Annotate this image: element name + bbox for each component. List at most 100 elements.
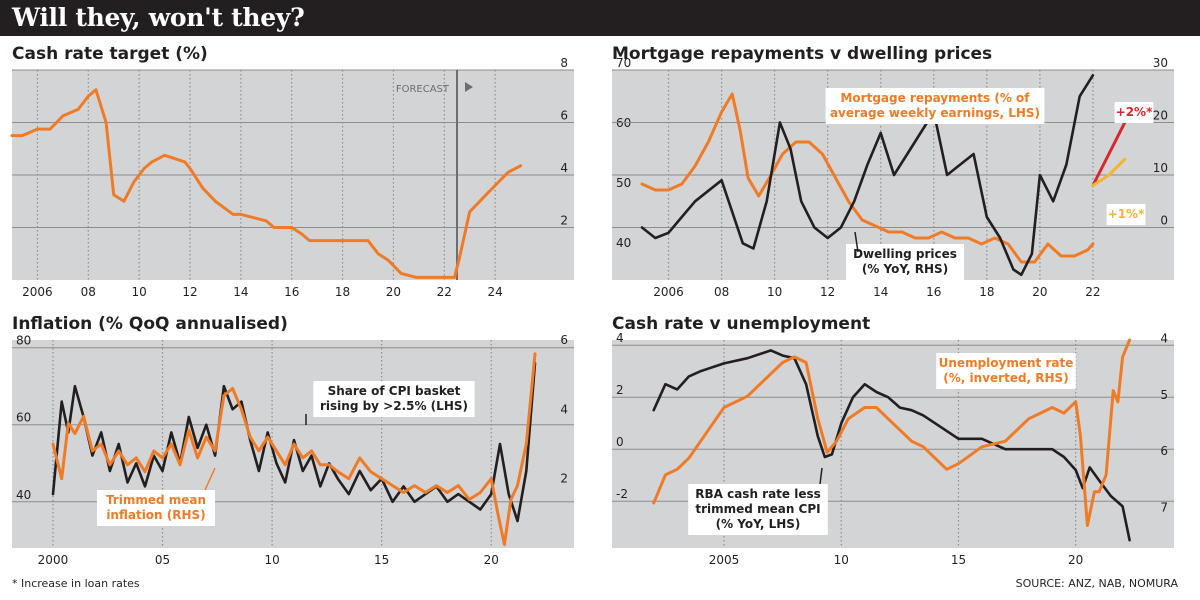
- series-line-cash_unemp-0: [652, 349, 1131, 542]
- plus2-label-bg: [1114, 102, 1154, 123]
- right-y-tick-label: 20: [1153, 109, 1168, 123]
- x-tick-label: 08: [714, 285, 729, 299]
- right-y-tick-label: 10: [1153, 161, 1168, 175]
- series-line-cash_unemp-1: [652, 338, 1132, 527]
- right-y-tick-label: 5: [1160, 388, 1168, 402]
- right-y-tick-label: 6: [560, 333, 568, 347]
- right-y-tick-label: 2: [560, 214, 568, 228]
- left-y-tick-label: 80: [16, 334, 31, 348]
- title-bar: Will they, won't they?: [0, 0, 1200, 36]
- left-y-tick-label: 2: [616, 383, 624, 397]
- figure-title: Will they, won't they?: [12, 3, 305, 32]
- right-y-tick-label: 0: [1160, 214, 1168, 228]
- left-y-tick-label: 0: [616, 435, 624, 449]
- x-tick-label: 2005: [709, 553, 740, 567]
- mortgage-series-label-text: Mortgage repayments (% of: [840, 91, 1030, 105]
- x-tick-label: 12: [820, 285, 835, 299]
- panel-title-cash-unemp: Cash rate v unemployment: [612, 314, 871, 334]
- left-y-tick-label: 40: [616, 236, 631, 250]
- unemployment-label-bg: [936, 353, 1076, 389]
- x-tick-label: 14: [233, 285, 248, 299]
- x-tick-label: 2000: [38, 553, 69, 567]
- plus2-label: +2%*: [1114, 102, 1154, 123]
- dwelling-series-label-text: (% YoY, RHS): [862, 262, 948, 276]
- series-line-mortgage-2: [1091, 121, 1127, 187]
- trimmed-mean-label-text: Trimmed mean: [106, 493, 206, 507]
- forecast-arrow-icon: [465, 82, 473, 92]
- cpi-share-label-text: rising by >2.5% (LHS): [320, 399, 468, 413]
- right-y-tick-label: 8: [560, 56, 568, 70]
- x-tick-label: 14: [873, 285, 888, 299]
- x-tick-label: 22: [437, 285, 452, 299]
- mortgage-series-label-text: average weekly earnings, LHS): [830, 106, 1040, 120]
- x-tick-label: 18: [979, 285, 994, 299]
- footnote: * Increase in loan rates: [12, 577, 140, 590]
- x-tick-label: 10: [132, 285, 147, 299]
- chart-inflation: 2000 05 10 15 20 40 60 80 2 4 6: [12, 333, 574, 567]
- series-line-mortgage-3: [1091, 157, 1127, 187]
- x-tick-label: 10: [264, 553, 279, 567]
- left-y-tick-label: 40: [16, 488, 31, 502]
- rba-cash-rate-label-bg: [688, 484, 828, 535]
- x-tick-label: 20: [1068, 553, 1083, 567]
- dwelling-series-label-text: Dwelling prices: [853, 247, 957, 261]
- left-y-tick-label: 4: [616, 331, 624, 345]
- trimmed-mean-label-bg: [97, 490, 215, 526]
- right-y-tick-label: 4: [1160, 332, 1168, 346]
- trimmed-mean-pointer: [204, 467, 216, 491]
- dwelling-series-label-bg: [846, 244, 964, 280]
- rba-cash-rate-label-text: RBA cash rate less: [695, 487, 821, 501]
- rba-cash-rate-label-text: trimmed mean CPI: [695, 502, 820, 516]
- x-tick-label: 22: [1085, 285, 1100, 299]
- right-y-tick-label: 4: [560, 402, 568, 416]
- x-tick-label: 24: [488, 285, 503, 299]
- series-line-mortgage-1: [640, 74, 1095, 277]
- plus1-label: +1%*: [1106, 204, 1146, 225]
- cpi-share-label-text: Share of CPI basket: [328, 384, 461, 398]
- right-y-tick-label: 7: [1160, 500, 1168, 514]
- x-tick-label: 2006: [653, 285, 684, 299]
- x-tick-label: 10: [834, 553, 849, 567]
- panel-title-inflation: Inflation (% QoQ annualised): [12, 314, 288, 334]
- series-line-mortgage-0: [640, 92, 1095, 264]
- right-y-tick-label: 4: [560, 161, 568, 175]
- left-y-tick-label: -2: [616, 487, 628, 501]
- plus2-label-text: +2%*: [1116, 105, 1153, 119]
- right-y-tick-label: 6: [1160, 444, 1168, 458]
- panel-title-cash-rate: Cash rate target (%): [12, 44, 208, 64]
- x-tick-label: 20: [386, 285, 401, 299]
- unemployment-label-text: Unemployment rate: [939, 356, 1074, 370]
- forecast-label: FORECAST: [396, 84, 450, 95]
- x-tick-label: 15: [951, 553, 966, 567]
- right-y-tick-label: 6: [560, 109, 568, 123]
- series-line-inflation-1: [51, 352, 537, 546]
- mortgage-series-label-bg: [825, 88, 1045, 124]
- rba-cash-rate-label-text: (% YoY, LHS): [716, 517, 801, 531]
- left-y-tick-label: 50: [616, 176, 631, 190]
- source-note: SOURCE: ANZ, NAB, NOMURA: [1015, 577, 1178, 590]
- unemployment-label-text: (%, inverted, RHS): [943, 371, 1068, 385]
- left-y-tick-label: 70: [616, 56, 631, 70]
- series-line-cash_rate-0: [10, 88, 523, 279]
- unemployment-label: Unemployment rate(%, inverted, RHS): [936, 353, 1076, 389]
- panel-title-mortgage: Mortgage repayments v dwelling prices: [612, 44, 993, 64]
- x-tick-label: 20: [484, 553, 499, 567]
- right-y-tick-label: 2: [560, 472, 568, 486]
- x-tick-label: 16: [926, 285, 941, 299]
- left-y-tick-label: 60: [16, 411, 31, 425]
- x-tick-label: 12: [182, 285, 197, 299]
- dwelling-pointer: [854, 231, 859, 253]
- x-tick-label: 08: [81, 285, 96, 299]
- rba-pointer: [819, 467, 823, 485]
- x-tick-label: 2006: [22, 285, 53, 299]
- x-tick-label: 10: [767, 285, 782, 299]
- x-tick-label: 18: [335, 285, 350, 299]
- cpi-share-label-bg: [313, 381, 475, 417]
